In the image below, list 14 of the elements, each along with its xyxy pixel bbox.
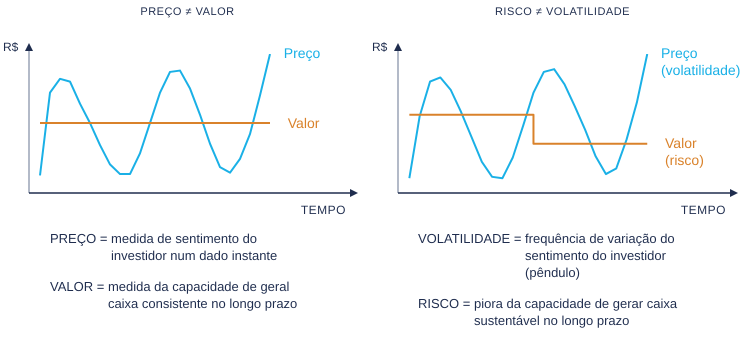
y-axis-title: R$ xyxy=(372,40,388,54)
x-axis-title: TEMPO xyxy=(680,203,726,217)
series-label: Valor (risco) xyxy=(665,135,705,170)
chart-title: PREÇO ≠ VALOR xyxy=(139,6,236,18)
series-label: Preço xyxy=(284,45,322,62)
text: RISCO = piora da capacidade de gerar caixa sustentável no longo prazo xyxy=(418,295,678,329)
chart-title: RISCO ≠ VOLATILIDADE xyxy=(494,6,632,18)
text: VOLATILIDADE = frequência de variação do sentimento do investidor (pêndulo) xyxy=(418,230,676,281)
series-label: Valor xyxy=(288,114,320,132)
text: VALOR = medida da capacidade de geral caixa consistente no longo prazo xyxy=(50,278,298,312)
y-axis-title: R$ xyxy=(3,40,18,54)
series-label: Preço (volatilidade) xyxy=(661,45,740,79)
x-axis-title: TEMPO xyxy=(300,203,346,217)
text: PREÇO = medida de sentimento do investidor num dado instante xyxy=(50,230,278,264)
